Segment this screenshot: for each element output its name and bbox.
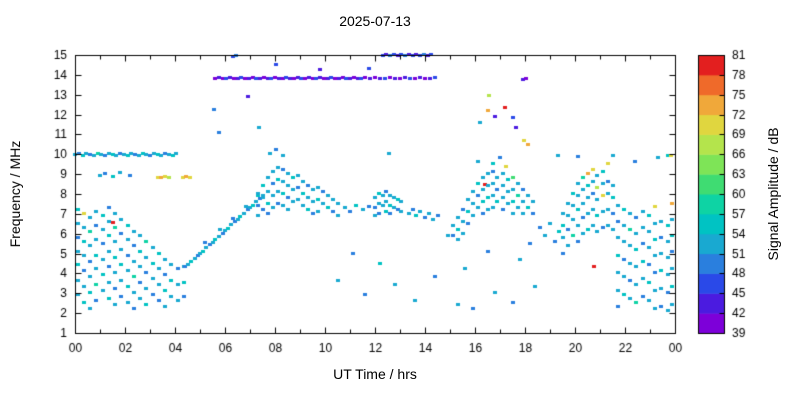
colorbar-label: Signal Amplitude / dB (765, 127, 781, 261)
chart-title: 2025-07-13 (339, 13, 411, 29)
x-axis-label: UT Time / hrs (333, 366, 417, 382)
y-axis-label: Frequency / MHz (7, 140, 23, 248)
